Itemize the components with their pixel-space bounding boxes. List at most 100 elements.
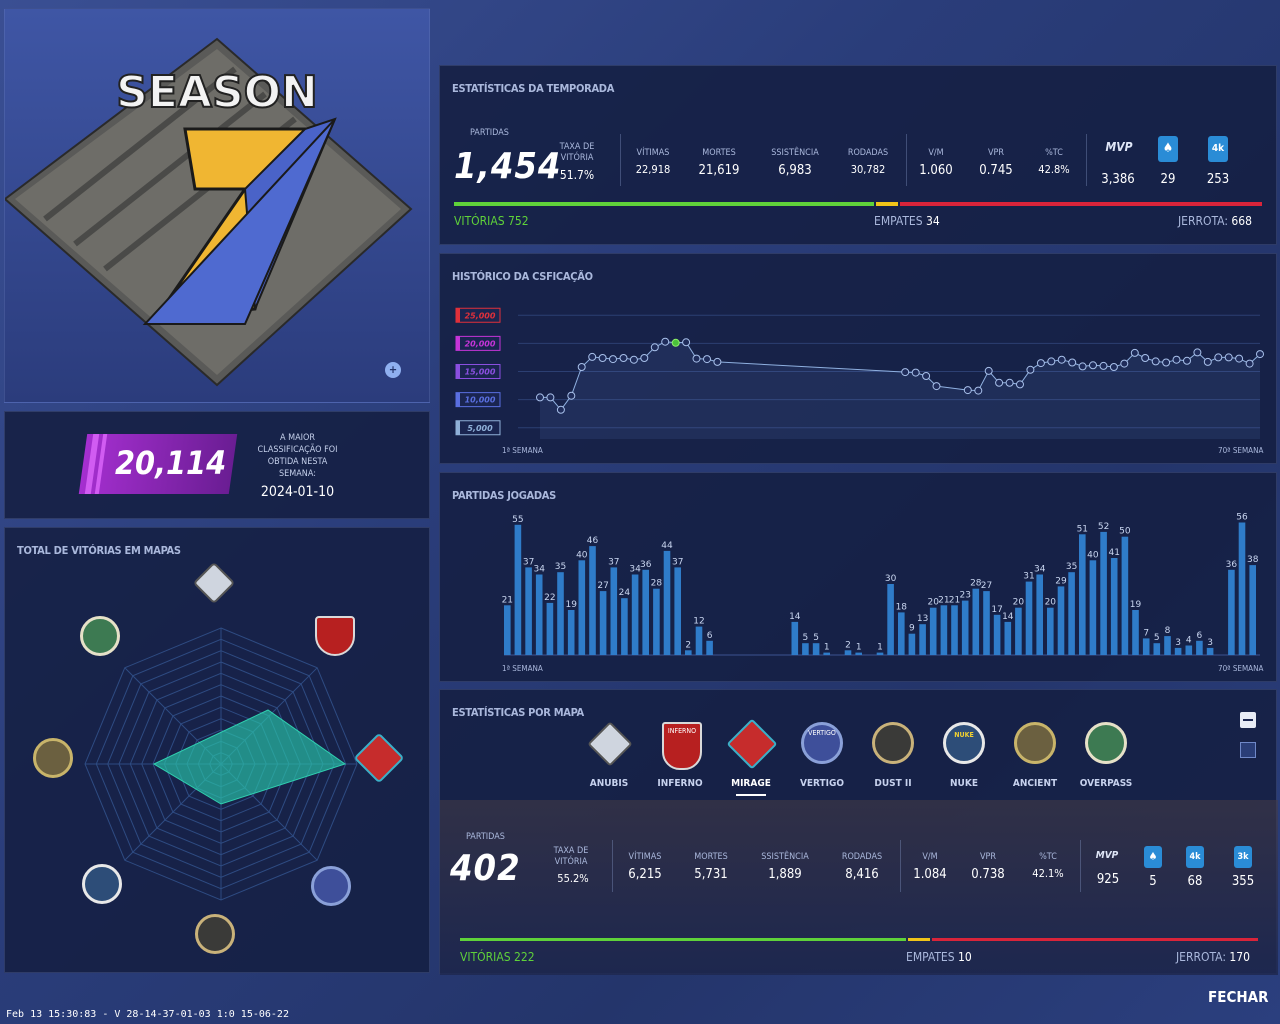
rating-point[interactable] — [911, 368, 920, 377]
matches-bar[interactable] — [1206, 647, 1214, 655]
matches-bar[interactable] — [961, 600, 969, 655]
matches-bar[interactable] — [812, 643, 820, 655]
tab-dust2[interactable]: DUST II — [858, 720, 928, 800]
rating-point[interactable] — [682, 338, 691, 347]
rating-point[interactable] — [577, 363, 586, 371]
matches-bar[interactable] — [929, 607, 937, 655]
matches-bar[interactable] — [887, 584, 894, 655]
matches-bar[interactable] — [983, 591, 990, 655]
matches-bar[interactable] — [1142, 638, 1150, 655]
rating-point[interactable] — [713, 357, 722, 366]
rating-point[interactable] — [1203, 357, 1212, 366]
rating-point[interactable] — [963, 386, 972, 395]
matches-bar[interactable] — [557, 572, 564, 655]
rating-point[interactable] — [1057, 355, 1066, 364]
matches-bar[interactable] — [791, 621, 799, 655]
rating-point[interactable] — [1141, 354, 1150, 362]
table-view-button[interactable] — [1240, 742, 1256, 758]
rating-point[interactable] — [1183, 356, 1191, 365]
matches-bar[interactable] — [1249, 565, 1256, 655]
rating-point[interactable] — [1036, 359, 1045, 368]
rating-point[interactable] — [536, 393, 544, 402]
tab-overpass[interactable]: OVERPASS — [1071, 720, 1141, 800]
matches-bar[interactable] — [1057, 586, 1065, 655]
matches-bar[interactable] — [1164, 636, 1171, 655]
rating-point[interactable] — [1047, 357, 1056, 366]
matches-bar[interactable] — [1100, 531, 1107, 655]
rating-point[interactable] — [546, 393, 555, 402]
matches-bar[interactable] — [1089, 560, 1097, 655]
matches-bar[interactable] — [1153, 643, 1161, 655]
matches-bar[interactable] — [706, 640, 713, 655]
rating-point[interactable] — [703, 355, 711, 364]
matches-bar[interactable] — [1068, 572, 1075, 655]
rating-point[interactable] — [1224, 353, 1233, 362]
matches-bar[interactable] — [1228, 569, 1235, 655]
rating-point[interactable] — [922, 372, 931, 380]
rating-point[interactable] — [609, 355, 617, 364]
matches-bar[interactable] — [567, 610, 575, 655]
tab-vertigo[interactable]: VERTIGO VERTIGO — [787, 720, 857, 800]
rating-point[interactable] — [1089, 361, 1097, 370]
tab-inferno[interactable]: INFERNO INFERNO — [645, 720, 715, 800]
rating-point[interactable] — [1245, 359, 1254, 368]
rating-point[interactable] — [1005, 378, 1014, 387]
rating-point[interactable] — [1130, 348, 1139, 357]
rating-point[interactable] — [1214, 353, 1223, 362]
tab-mirage[interactable]: MIRAGE — [716, 718, 786, 800]
matches-bar[interactable] — [951, 605, 958, 655]
matches-bar[interactable] — [599, 591, 607, 655]
matches-bar[interactable] — [844, 650, 852, 655]
rating-point[interactable] — [556, 405, 565, 414]
matches-bar[interactable] — [642, 569, 649, 655]
matches-bar[interactable] — [1036, 574, 1043, 656]
matches-bar[interactable] — [525, 567, 532, 655]
matches-bar[interactable] — [610, 567, 618, 655]
zoom-icon[interactable]: + — [385, 362, 401, 378]
rating-point[interactable] — [1193, 348, 1202, 357]
matches-bar[interactable] — [631, 574, 639, 656]
matches-bar[interactable] — [898, 612, 905, 655]
matches-bar[interactable] — [1185, 645, 1193, 656]
matches-bar[interactable] — [589, 546, 596, 655]
matches-bar[interactable] — [695, 626, 703, 655]
matches-bar[interactable] — [504, 605, 511, 655]
rating-point[interactable] — [1162, 358, 1171, 367]
matches-bar[interactable] — [546, 602, 554, 655]
tab-anubis[interactable]: ANUBIS — [574, 720, 644, 800]
matches-bar[interactable] — [1079, 534, 1086, 655]
rating-point[interactable] — [1120, 359, 1129, 368]
rating-point[interactable] — [588, 352, 597, 361]
rating-point[interactable] — [619, 354, 628, 362]
matches-bar[interactable] — [1025, 581, 1033, 655]
matches-bar[interactable] — [1047, 607, 1054, 655]
matches-bar[interactable] — [674, 567, 681, 655]
matches-bar[interactable] — [1174, 647, 1182, 655]
matches-bar[interactable] — [1004, 621, 1012, 655]
matches-bar[interactable] — [802, 643, 809, 655]
matches-bar[interactable] — [1238, 522, 1246, 656]
close-button[interactable]: FECHAR — [1208, 988, 1269, 1006]
rating-point[interactable] — [1068, 358, 1077, 367]
rating-point[interactable] — [1256, 350, 1264, 359]
matches-bar[interactable] — [908, 633, 916, 655]
matches-bar[interactable] — [855, 652, 862, 655]
rating-point[interactable] — [1099, 361, 1108, 370]
matches-bar[interactable] — [919, 624, 926, 655]
matches-bar[interactable] — [1015, 607, 1022, 655]
matches-bar[interactable] — [514, 524, 522, 655]
rating-point[interactable] — [1235, 354, 1244, 363]
rating-point[interactable] — [974, 386, 983, 395]
matches-bar[interactable] — [1132, 610, 1139, 655]
tab-nuke[interactable]: NUKE NUKE — [929, 720, 999, 800]
matches-bar[interactable] — [1121, 536, 1129, 655]
rating-point[interactable] — [692, 354, 701, 363]
matches-bar[interactable] — [993, 614, 1001, 655]
matches-bar[interactable] — [1196, 640, 1203, 655]
matches-bar[interactable] — [621, 598, 628, 655]
rating-point[interactable] — [1109, 363, 1118, 371]
matches-bar[interactable] — [1110, 558, 1118, 655]
rating-point[interactable] — [995, 378, 1004, 387]
tab-ancient[interactable]: ANCIENT — [1000, 720, 1070, 800]
matches-bar[interactable] — [685, 650, 692, 655]
